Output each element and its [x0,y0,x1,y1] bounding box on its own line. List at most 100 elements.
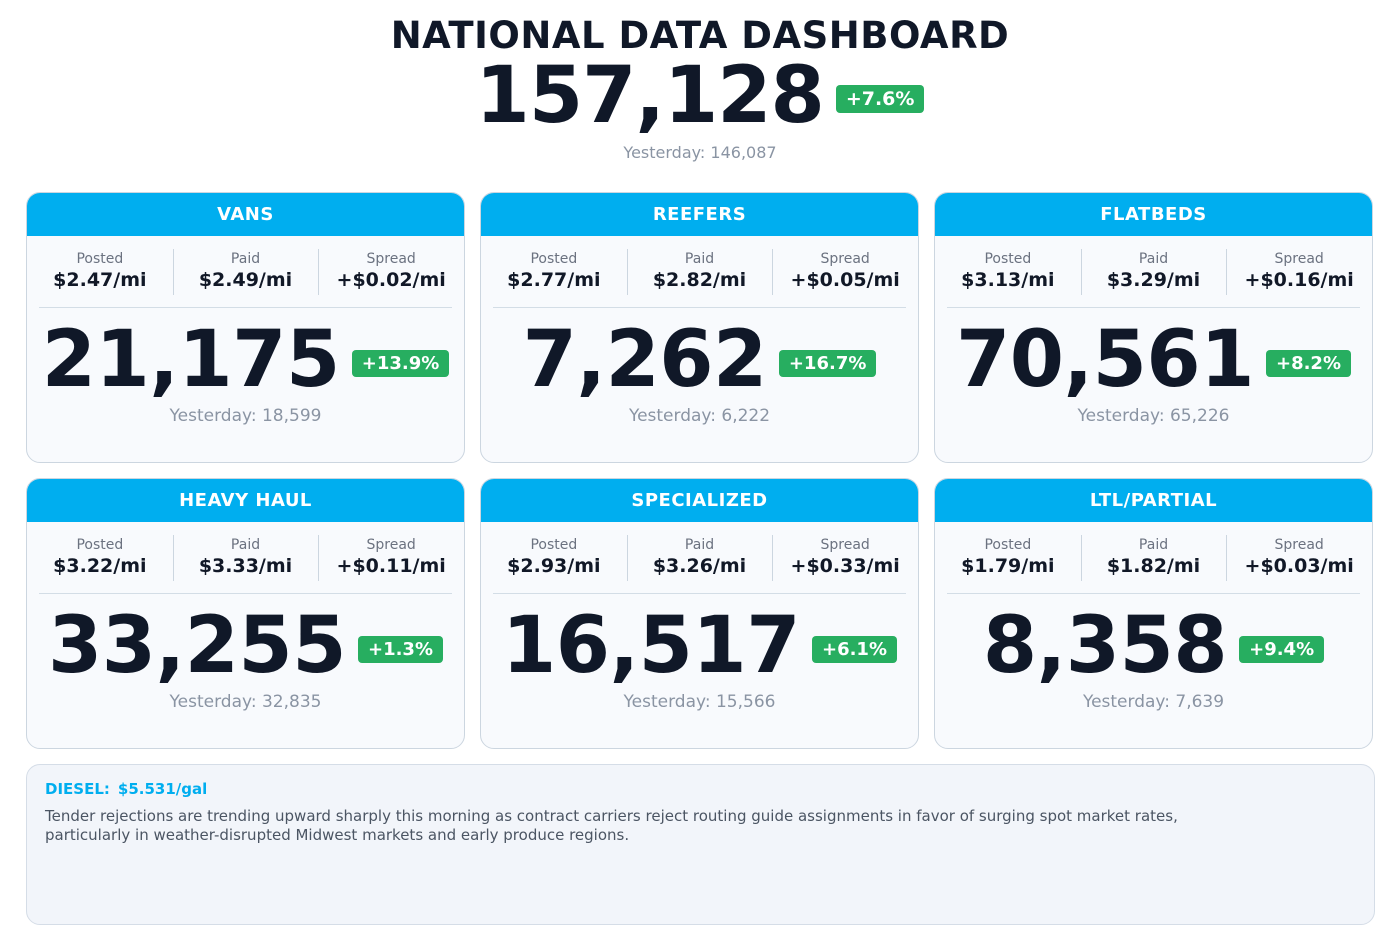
rate-value: $3.13/mi [961,269,1055,291]
divider [39,307,452,308]
total-yesterday: Yesterday: 146,087 [623,143,777,162]
rate-value: $3.22/mi [53,555,147,577]
rate-label: Spread [1274,537,1324,553]
yesterday-count: Yesterday: 65,226 [1077,406,1230,426]
count-row: 70,561 +8.2% [935,317,1372,403]
rate-label: Posted [984,537,1032,553]
rate-value: $2.82/mi [652,269,747,291]
total-change-badge: +7.6% [835,85,925,113]
divider [493,307,906,308]
load-count: 70,561 [955,315,1255,405]
rate-value: +$0.16/mi [1244,269,1354,291]
count-row: 33,255 +1.3% [27,603,464,689]
card-title: FLATBEDS [935,193,1372,236]
rate-value: $3.33/mi [198,555,293,577]
rates-row: Posted $2.77/mi Paid $2.82/mi Spread +$0… [481,249,918,295]
card-title: SPECIALIZED [481,479,918,522]
rate-value: $3.29/mi [1106,269,1201,291]
change-badge: +1.3% [357,635,443,663]
total-loads-value: 157,128 [475,51,825,141]
rate-value: +$0.02/mi [336,269,446,291]
rate-spread: Spread +$0.16/mi [1226,249,1372,295]
change-badge: +16.7% [778,349,877,377]
market-notes-panel: DIESEL: $5.531/gal Tender rejections are … [26,764,1375,925]
rate-label: Paid [684,537,715,553]
divider [947,307,1360,308]
rate-value: $2.77/mi [507,269,601,291]
rates-row: Posted $2.47/mi Paid $2.49/mi Spread +$0… [27,249,464,295]
rate-paid: Paid $3.26/mi [626,535,773,581]
rate-posted: Posted $3.13/mi [935,251,1081,292]
rate-value: $1.79/mi [961,555,1055,577]
rate-value: $1.82/mi [1106,555,1201,577]
rate-value: +$0.05/mi [790,269,900,291]
card-reefers: REEFERS Posted $2.77/mi Paid $2.82/mi Sp… [480,192,919,463]
rate-label: Paid [684,251,715,267]
rate-label: Posted [76,251,124,267]
diesel-label: DIESEL: [45,780,110,798]
rate-posted: Posted $2.77/mi [481,251,627,292]
yesterday-count: Yesterday: 15,566 [623,692,776,712]
card-title: VANS [27,193,464,236]
diesel-value: $5.531/gal [117,780,208,798]
load-count: 21,175 [41,315,341,405]
card-title: REEFERS [481,193,918,236]
rate-paid: Paid $2.82/mi [626,249,773,295]
count-row: 7,262 +16.7% [481,317,918,403]
rate-value: +$0.03/mi [1244,555,1354,577]
count-row: 21,175 +13.9% [27,317,464,403]
rate-posted: Posted $1.79/mi [935,537,1081,578]
rate-label: Paid [230,537,261,553]
card-title: LTL/PARTIAL [935,479,1372,522]
card-heavy-haul: HEAVY HAUL Posted $3.22/mi Paid $3.33/mi… [26,478,465,749]
yesterday-count: Yesterday: 7,639 [1082,692,1225,712]
rate-posted: Posted $2.47/mi [27,251,173,292]
rate-paid: Paid $1.82/mi [1080,535,1227,581]
card-flatbeds: FLATBEDS Posted $3.13/mi Paid $3.29/mi S… [934,192,1373,463]
rate-label: Spread [366,251,416,267]
total-loads-row: 157,128 +7.6% [0,54,1400,138]
rate-spread: Spread +$0.03/mi [1226,535,1372,581]
yesterday-count: Yesterday: 18,599 [169,406,322,426]
rate-label: Paid [1138,537,1169,553]
rate-spread: Spread +$0.02/mi [318,249,464,295]
rate-label: Spread [366,537,416,553]
change-badge: +8.2% [1265,349,1351,377]
load-count: 16,517 [501,601,801,691]
divider [493,593,906,594]
rate-label: Posted [76,537,124,553]
rate-paid: Paid $3.29/mi [1080,249,1227,295]
rate-label: Spread [1274,251,1324,267]
card-vans: VANS Posted $2.47/mi Paid $2.49/mi Sprea… [26,192,465,463]
market-commentary: Tender rejections are trending upward sh… [45,807,1178,844]
rate-label: Posted [530,537,578,553]
change-badge: +13.9% [351,349,450,377]
rate-spread: Spread +$0.11/mi [318,535,464,581]
rate-posted: Posted $2.93/mi [481,537,627,578]
load-count: 8,358 [982,601,1228,691]
rate-value: $3.26/mi [652,555,747,577]
rate-label: Paid [230,251,261,267]
rate-value: $2.47/mi [53,269,147,291]
rate-value: $2.49/mi [198,269,293,291]
rate-value: +$0.33/mi [790,555,900,577]
diesel-price: DIESEL: $5.531/gal [45,779,1356,799]
count-row: 16,517 +6.1% [481,603,918,689]
card-ltl-partial: LTL/PARTIAL Posted $1.79/mi Paid $1.82/m… [934,478,1373,749]
load-count: 33,255 [47,601,347,691]
rates-row: Posted $2.93/mi Paid $3.26/mi Spread +$0… [481,535,918,581]
rate-paid: Paid $2.49/mi [172,249,319,295]
rate-label: Spread [820,537,870,553]
yesterday-count: Yesterday: 6,222 [628,406,771,426]
rate-label: Posted [530,251,578,267]
rate-spread: Spread +$0.33/mi [772,535,918,581]
change-badge: +9.4% [1239,635,1325,663]
rate-posted: Posted $3.22/mi [27,537,173,578]
rate-label: Spread [820,251,870,267]
page-title: NATIONAL DATA DASHBOARD [390,14,1010,57]
rates-row: Posted $3.22/mi Paid $3.33/mi Spread +$0… [27,535,464,581]
card-title: HEAVY HAUL [27,479,464,522]
divider [947,593,1360,594]
rates-row: Posted $3.13/mi Paid $3.29/mi Spread +$0… [935,249,1372,295]
yesterday-count: Yesterday: 32,835 [169,692,322,712]
